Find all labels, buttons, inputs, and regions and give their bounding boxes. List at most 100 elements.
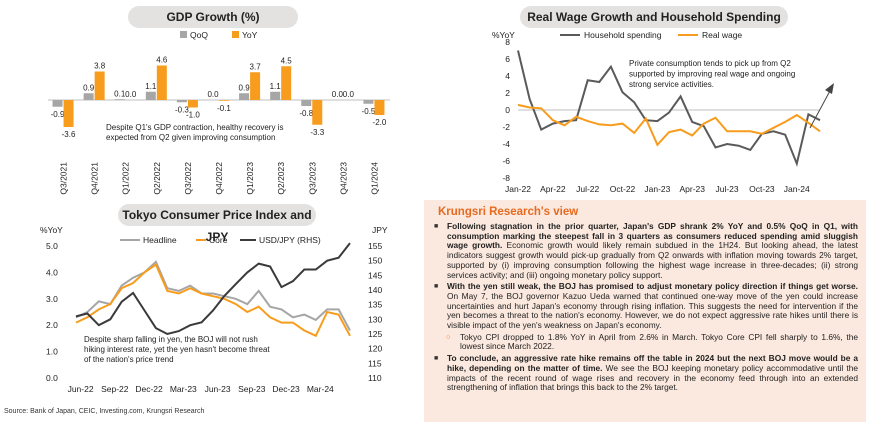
x-tick-label: Q3/2023	[307, 162, 317, 195]
y-axis-label-right: JPY	[372, 226, 388, 235]
data-label-yoy: -3.3	[310, 128, 324, 137]
y-tick-label-right: 145	[368, 270, 382, 280]
y-tick-label: 4	[505, 71, 510, 81]
y-tick-label-right: 110	[368, 373, 382, 383]
data-label-qoq: 0.0	[207, 90, 219, 99]
bar-yoy	[312, 100, 323, 125]
y-tick-label: -4	[502, 139, 510, 149]
x-tick-label: Dec-23	[272, 384, 300, 394]
series-line-core	[75, 262, 351, 338]
data-label-qoq: -0.3	[175, 105, 189, 114]
x-tick-label: Q4/2021	[90, 162, 100, 195]
x-tick-label: Q1/2023	[245, 162, 255, 195]
y-tick-label-right: 150	[368, 256, 382, 266]
data-label-yoy: 3.7	[250, 62, 262, 71]
gdp-chart-title: GDP Growth (%)	[128, 6, 298, 28]
view-bullet-bold: To conclude, an aggressive rate hike rem…	[447, 353, 858, 373]
data-label-qoq: 0.1	[114, 89, 126, 98]
bar-yoy	[156, 65, 167, 100]
series-line-usd-jpy-rhs	[75, 242, 351, 336]
data-label-yoy: 3.8	[94, 62, 106, 71]
view-list: Following stagnation in the prior quarte…	[434, 221, 858, 395]
x-tick-label: Apr-23	[679, 184, 705, 194]
bar-qoq	[270, 91, 281, 100]
y-tick-label: 2	[505, 88, 510, 98]
data-label-qoq: -0.8	[299, 109, 313, 118]
cpi-chart-title: Tokyo Consumer Price Index and JPY	[118, 204, 316, 244]
view-bullet-bold: With the yen still weak, the BOJ has pro…	[447, 281, 858, 292]
legend-label-usd-jpy-rhs: USD/JPY (RHS)	[259, 235, 321, 245]
x-tick-label: Oct-23	[749, 184, 775, 194]
bar-yoy	[281, 66, 292, 100]
y-tick-label-right: 125	[368, 329, 382, 339]
y-tick-label: 8	[505, 37, 510, 47]
view-bullet: To conclude, an aggressive rate hike rem…	[434, 353, 858, 393]
cpi-annotation-line: Despite sharp falling in yen, the BOJ wi…	[84, 335, 258, 344]
x-tick-label: Jan-22	[505, 184, 531, 194]
y-tick-label: 0	[505, 105, 510, 115]
y-tick-label: -8	[502, 173, 510, 183]
legend-label-yoy: YoY	[242, 30, 258, 40]
y-tick-label-right: 115	[368, 358, 382, 368]
view-bullet: Following stagnation in the prior quarte…	[434, 221, 858, 280]
cpi-annotation-line: of the nation's price trend	[84, 355, 174, 364]
x-tick-label: Q1/2022	[121, 162, 131, 195]
x-tick-label: Mar-23	[170, 384, 197, 394]
series-line-real-wage	[517, 103, 821, 147]
x-tick-label: Sep-22	[101, 384, 129, 394]
y-tick-label-left: 1.0	[46, 347, 58, 357]
y-tick-label-left: 3.0	[46, 294, 58, 304]
wage-annotation-line: Private consumption tends to pick up fro…	[629, 59, 791, 68]
bar-qoq	[145, 91, 156, 100]
source-note: Source: Bank of Japan, CEIC, Investing.c…	[4, 408, 205, 415]
x-tick-label: Q2/2022	[152, 162, 162, 195]
bar-yoy	[187, 100, 198, 108]
bar-yoy	[219, 100, 229, 101]
trend-arrow-head	[825, 83, 834, 94]
gdp-annotation-line: Despite Q1's GDP contraction, healthy re…	[106, 123, 283, 132]
x-tick-label: Q2/2023	[276, 162, 286, 195]
x-tick-label: Q3/2021	[59, 162, 69, 195]
view-sub-bullet: Tokyo CPI dropped to 1.8% YoY in April f…	[434, 332, 858, 352]
y-axis-label: %YoY	[492, 30, 515, 40]
legend-swatch-qoq	[180, 31, 187, 38]
y-tick-label-left: 4.0	[46, 267, 58, 277]
bar-qoq	[114, 99, 125, 100]
data-label-qoq: 0.9	[83, 83, 95, 92]
bar-yoy	[374, 100, 385, 115]
x-tick-label: Sep-23	[238, 384, 266, 394]
y-tick-label-right: 135	[368, 300, 382, 310]
bar-qoq	[363, 100, 374, 104]
view-bullet-text: We see the BOJ keeping monetary policy a…	[447, 362, 858, 393]
y-tick-label: -2	[502, 122, 510, 132]
bar-qoq	[239, 93, 250, 100]
data-label-qoq: 1.1	[145, 82, 157, 91]
data-label-qoq: 0.9	[239, 83, 251, 92]
y-tick-label-right: 155	[368, 241, 382, 251]
data-label-qoq: -0.5	[362, 107, 376, 116]
x-tick-label: Apr-22	[540, 184, 566, 194]
x-tick-label: Q4/2023	[338, 162, 348, 195]
view-bullet: With the yen still weak, the BOJ has pro…	[434, 281, 858, 331]
wage-annotation-line: strong service activities.	[629, 80, 714, 89]
data-label-qoq: 1.1	[270, 82, 282, 91]
trend-arrow-line	[809, 88, 832, 129]
y-tick-label-left: 2.0	[46, 320, 58, 330]
y-tick-label-right: 120	[368, 344, 382, 354]
data-label-yoy: 4.6	[156, 56, 168, 65]
y-tick-label-right: 140	[368, 285, 382, 295]
data-label-qoq: 0.0	[332, 90, 344, 99]
cpi-annotation-line: hiking interest rate, yet the yen hasn't…	[84, 345, 270, 354]
view-bullet-text: On May 7, the BOJ governor Kazuo Ueda wa…	[447, 290, 858, 331]
legend-label-headline: Headline	[143, 235, 177, 245]
x-tick-label: Q3/2022	[183, 162, 193, 195]
x-tick-label: Dec-22	[135, 384, 163, 394]
data-label-yoy: 0.0	[343, 90, 355, 99]
view-bullet-text: Economic growth would likely remain subd…	[447, 240, 858, 280]
x-tick-label: Mar-24	[307, 384, 334, 394]
y-tick-label: -6	[502, 156, 510, 166]
x-tick-label: Oct-22	[610, 184, 636, 194]
y-tick-label-left: 0.0	[46, 373, 58, 383]
